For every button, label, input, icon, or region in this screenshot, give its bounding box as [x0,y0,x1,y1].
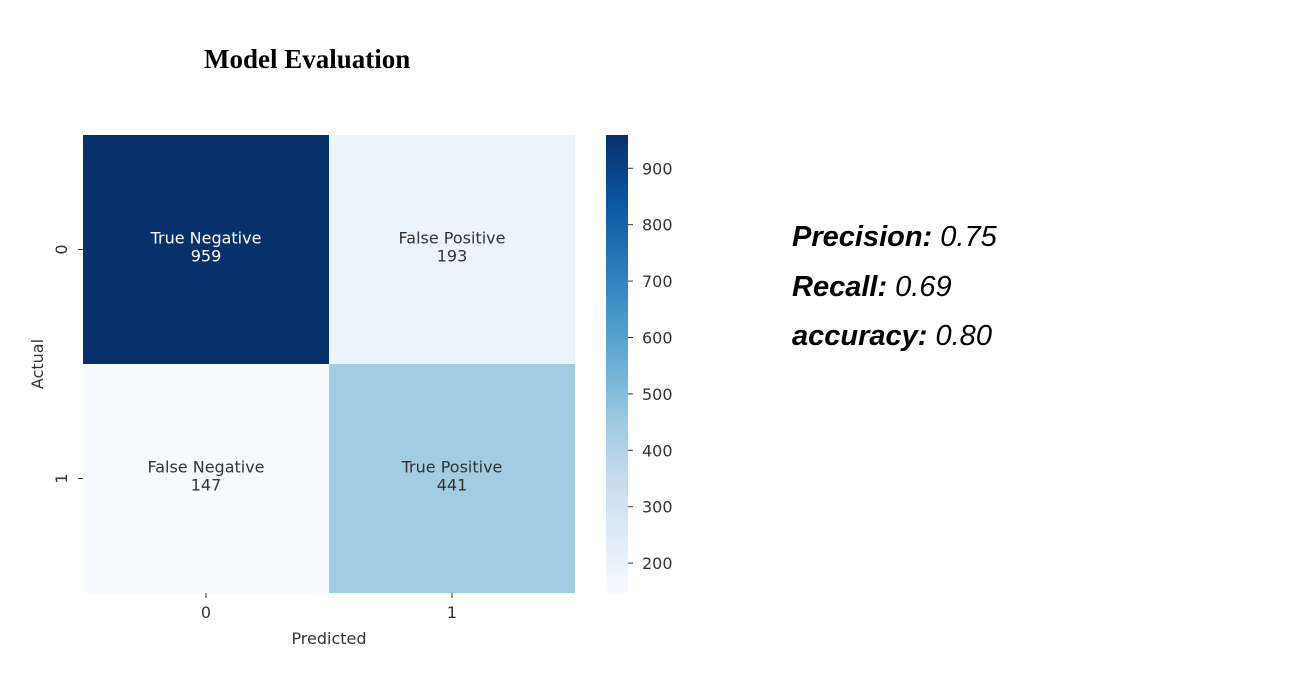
cell-value-false-negative: 147 [191,476,222,495]
cell-label-true-negative: True Negative [150,229,262,248]
colorbar-tick-label-600: 600 [642,328,673,347]
heatmap-cells [83,135,575,593]
x-axis-label: Predicted [291,629,366,648]
precision-label: Precision: [792,221,933,253]
cell-label-true-positive: True Positive [401,458,503,477]
y-axis-label: Actual [28,339,47,389]
cell-true-negative [83,135,329,364]
accuracy-value: 0.80 [935,320,992,352]
heatmap-axes: 0 1 Predicted 0 1 Actual [28,244,457,648]
precision-metric: Precision: 0.75 [792,218,997,268]
recall-label: Recall: [792,270,888,303]
recall-value: 0.69 [895,270,952,303]
cell-label-false-negative: False Negative [147,458,264,477]
y-tick-label-1: 1 [52,473,71,483]
colorbar-tick-label-300: 300 [642,498,673,517]
colorbar-tick-label-500: 500 [642,385,673,404]
colorbar-gradient [606,135,628,593]
x-tick-label-1: 1 [447,603,457,622]
x-tick-label-0: 0 [201,603,211,622]
cell-true-positive [329,364,575,593]
colorbar-tick-label-200: 200 [642,554,673,573]
accuracy-metric: accuracy: 0.80 [792,317,997,367]
page-title: Model Evaluation [204,44,411,74]
cell-value-true-negative: 959 [191,247,222,266]
recall-metric: Recall: 0.69 [792,268,997,318]
precision-value: 0.75 [940,221,997,253]
cell-false-positive [329,135,575,364]
metrics-panel: Precision: 0.75 Recall: 0.69 accuracy: 0… [792,218,997,367]
cell-label-false-positive: False Positive [399,229,506,248]
accuracy-label: accuracy: [792,320,928,352]
colorbar: 200 300 400 500 600 700 800 900 [606,135,673,593]
colorbar-tick-label-900: 900 [642,159,673,178]
colorbar-tick-label-400: 400 [642,441,673,460]
cell-value-false-positive: 193 [437,247,468,266]
cell-value-true-positive: 441 [437,476,468,495]
colorbar-tick-label-700: 700 [642,272,673,291]
cell-false-negative [83,364,329,593]
y-tick-label-0: 0 [52,244,71,254]
colorbar-tick-label-800: 800 [642,216,673,235]
